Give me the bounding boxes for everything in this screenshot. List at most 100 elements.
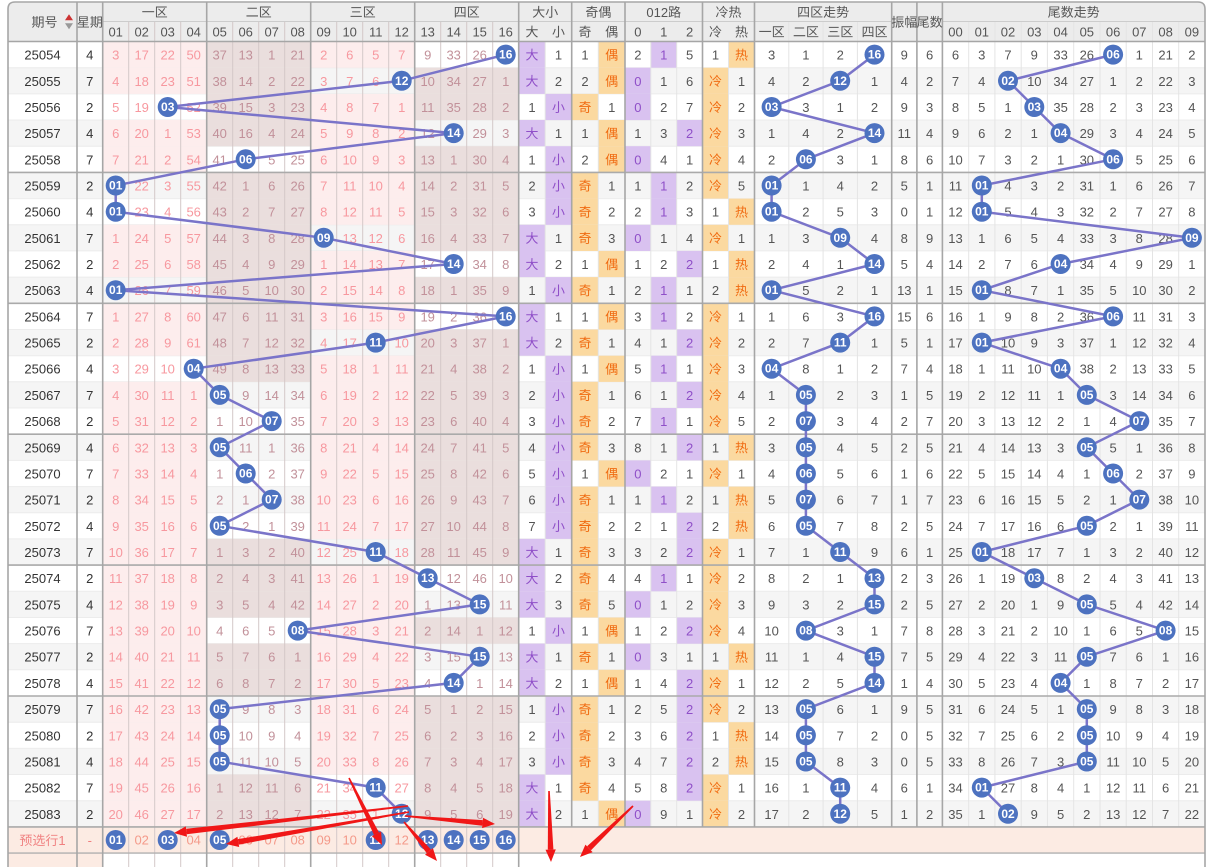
svg-text:9: 9 — [164, 336, 171, 351]
svg-text:11: 11 — [898, 126, 912, 141]
svg-text:22: 22 — [420, 388, 434, 403]
svg-text:9: 9 — [1057, 597, 1064, 612]
svg-text:13: 13 — [238, 48, 252, 63]
svg-text:25082: 25082 — [24, 781, 60, 796]
svg-text:3: 3 — [268, 571, 275, 586]
svg-text:3: 3 — [1057, 336, 1064, 351]
svg-text:25: 25 — [160, 755, 174, 770]
svg-text:6: 6 — [837, 493, 844, 508]
svg-text:11: 11 — [1133, 309, 1147, 324]
svg-text:35: 35 — [290, 414, 304, 429]
svg-text:28: 28 — [134, 336, 148, 351]
svg-text:3: 3 — [802, 100, 809, 115]
svg-text:3: 3 — [802, 231, 809, 246]
svg-text:8: 8 — [320, 205, 327, 220]
svg-text:03: 03 — [161, 833, 175, 847]
svg-text:2: 2 — [1109, 362, 1116, 377]
svg-text:4: 4 — [242, 571, 249, 586]
svg-text:29: 29 — [290, 257, 304, 272]
svg-text:08: 08 — [290, 25, 304, 40]
svg-text:32: 32 — [472, 205, 486, 220]
svg-text:43: 43 — [472, 493, 486, 508]
svg-text:14: 14 — [238, 74, 252, 89]
svg-text:9: 9 — [242, 388, 249, 403]
svg-text:7: 7 — [837, 519, 844, 534]
svg-text:24: 24 — [160, 728, 174, 743]
svg-text:1: 1 — [660, 414, 667, 429]
svg-text:7: 7 — [901, 624, 908, 639]
svg-text:5: 5 — [926, 519, 933, 534]
svg-text:8: 8 — [1136, 231, 1143, 246]
svg-text:22: 22 — [1185, 807, 1199, 822]
svg-text:1: 1 — [712, 493, 719, 508]
svg-text:3: 3 — [1057, 205, 1064, 220]
svg-text:2: 2 — [1188, 283, 1195, 298]
svg-text:4: 4 — [1188, 336, 1195, 351]
svg-text:08: 08 — [290, 833, 304, 848]
svg-text:19: 19 — [948, 388, 962, 403]
svg-text:9: 9 — [901, 48, 908, 63]
svg-text:27: 27 — [342, 597, 356, 612]
svg-text:31: 31 — [134, 414, 148, 429]
svg-text:14: 14 — [342, 257, 356, 272]
svg-text:3: 3 — [978, 414, 985, 429]
svg-text:33: 33 — [134, 467, 148, 482]
svg-text:3: 3 — [528, 755, 535, 770]
svg-text:7: 7 — [978, 519, 985, 534]
svg-text:9: 9 — [871, 545, 878, 560]
svg-text:04: 04 — [1053, 25, 1067, 40]
svg-text:11: 11 — [187, 650, 201, 665]
svg-text:01: 01 — [108, 25, 122, 40]
svg-text:4: 4 — [978, 74, 985, 89]
svg-text:39: 39 — [134, 624, 148, 639]
svg-text:2: 2 — [686, 309, 693, 324]
svg-text:1: 1 — [1109, 179, 1116, 194]
svg-text:27: 27 — [1001, 781, 1015, 796]
svg-text:03: 03 — [160, 25, 174, 40]
svg-text:3: 3 — [837, 309, 844, 324]
svg-text:23: 23 — [342, 493, 356, 508]
svg-text:3: 3 — [450, 336, 457, 351]
svg-text:1: 1 — [581, 309, 588, 324]
svg-text:5: 5 — [424, 702, 431, 717]
svg-text:3: 3 — [476, 728, 483, 743]
svg-text:6: 6 — [978, 126, 985, 141]
svg-text:15: 15 — [473, 833, 487, 847]
svg-text:4: 4 — [450, 362, 457, 377]
svg-text:4: 4 — [112, 388, 119, 403]
svg-text:27: 27 — [1158, 205, 1172, 220]
svg-text:1: 1 — [712, 257, 719, 272]
svg-text:25054: 25054 — [24, 48, 60, 63]
svg-text:25057: 25057 — [24, 126, 60, 141]
svg-text:2: 2 — [476, 702, 483, 717]
svg-text:4: 4 — [802, 126, 809, 141]
svg-text:12: 12 — [186, 676, 200, 691]
svg-text:25078: 25078 — [24, 676, 60, 691]
svg-text:01: 01 — [975, 205, 989, 219]
svg-text:38: 38 — [1158, 493, 1172, 508]
svg-text:1: 1 — [686, 152, 693, 167]
svg-text:2: 2 — [686, 388, 693, 403]
svg-text:1: 1 — [738, 467, 745, 482]
svg-text:07: 07 — [799, 493, 813, 507]
svg-text:6: 6 — [1188, 388, 1195, 403]
svg-text:24: 24 — [134, 231, 148, 246]
svg-text:28: 28 — [948, 624, 962, 639]
svg-text:2: 2 — [1162, 676, 1169, 691]
svg-text:20: 20 — [420, 336, 434, 351]
svg-text:31: 31 — [472, 179, 486, 194]
svg-text:6: 6 — [216, 676, 223, 691]
svg-text:2: 2 — [528, 388, 535, 403]
svg-text:41: 41 — [134, 676, 148, 691]
svg-text:15: 15 — [948, 283, 962, 298]
svg-text:8: 8 — [901, 231, 908, 246]
svg-text:1: 1 — [901, 807, 908, 822]
svg-text:25: 25 — [290, 152, 304, 167]
svg-text:11: 11 — [239, 440, 253, 455]
svg-text:1: 1 — [926, 545, 933, 560]
svg-text:2: 2 — [555, 676, 562, 691]
svg-text:7: 7 — [901, 650, 908, 665]
svg-text:34: 34 — [472, 257, 486, 272]
svg-text:14: 14 — [394, 440, 408, 455]
svg-text:25060: 25060 — [24, 205, 60, 220]
